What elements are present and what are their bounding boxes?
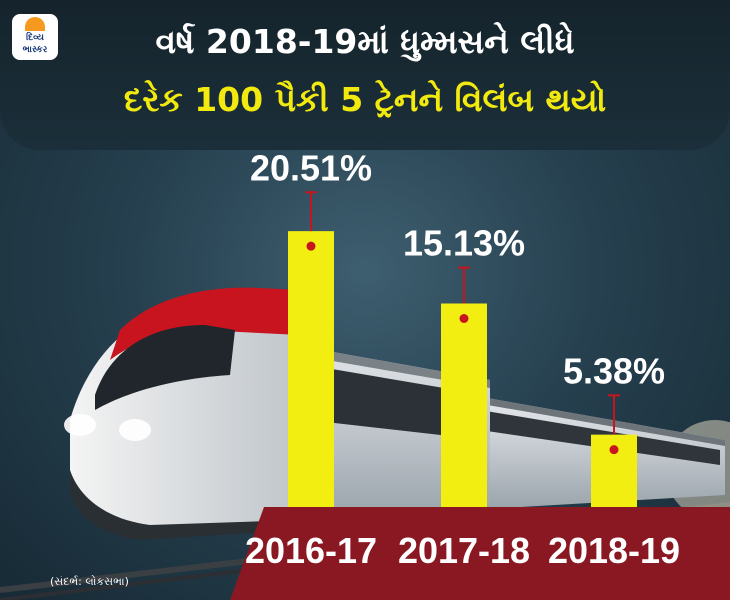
category-label-2017-18: 2017-18	[398, 530, 530, 571]
logo-text-line1: દિવ્ય	[26, 33, 44, 43]
value-dot-2016-17	[306, 241, 316, 251]
value-dot-2017-18	[459, 314, 469, 324]
sun-icon	[25, 17, 45, 31]
header-band: દિવ્ય ભાસ્કર વર્ષ 2018-19માં ધુમ્મસને લી…	[0, 0, 730, 150]
headline-line1: વર્ષ 2018-19માં ધુમ્મસને લીધે	[155, 22, 575, 61]
value-label-2018-19: 5.38%	[563, 350, 665, 391]
category-label-band	[230, 507, 730, 600]
source-note: (સંદર્ભ: લોકસભા)	[50, 575, 129, 588]
category-label-2016-17: 2016-17	[245, 530, 377, 571]
bar-2017-18	[441, 303, 487, 507]
headline-line2: દરેક 100 પૈકી 5 ટ્રેનને વિલંબ થયો	[123, 80, 607, 119]
value-label-2017-18: 15.13%	[403, 223, 525, 264]
value-dot-2018-19	[609, 445, 619, 455]
divya-bhaskar-logo: દિવ્ય ભાસ્કર	[12, 14, 58, 60]
value-label-2016-17: 20.51%	[250, 147, 372, 188]
category-label-2018-19: 2018-19	[548, 530, 680, 571]
logo-text-line2: ભાસ્કર	[22, 45, 48, 55]
bar-2016-17	[288, 231, 334, 507]
